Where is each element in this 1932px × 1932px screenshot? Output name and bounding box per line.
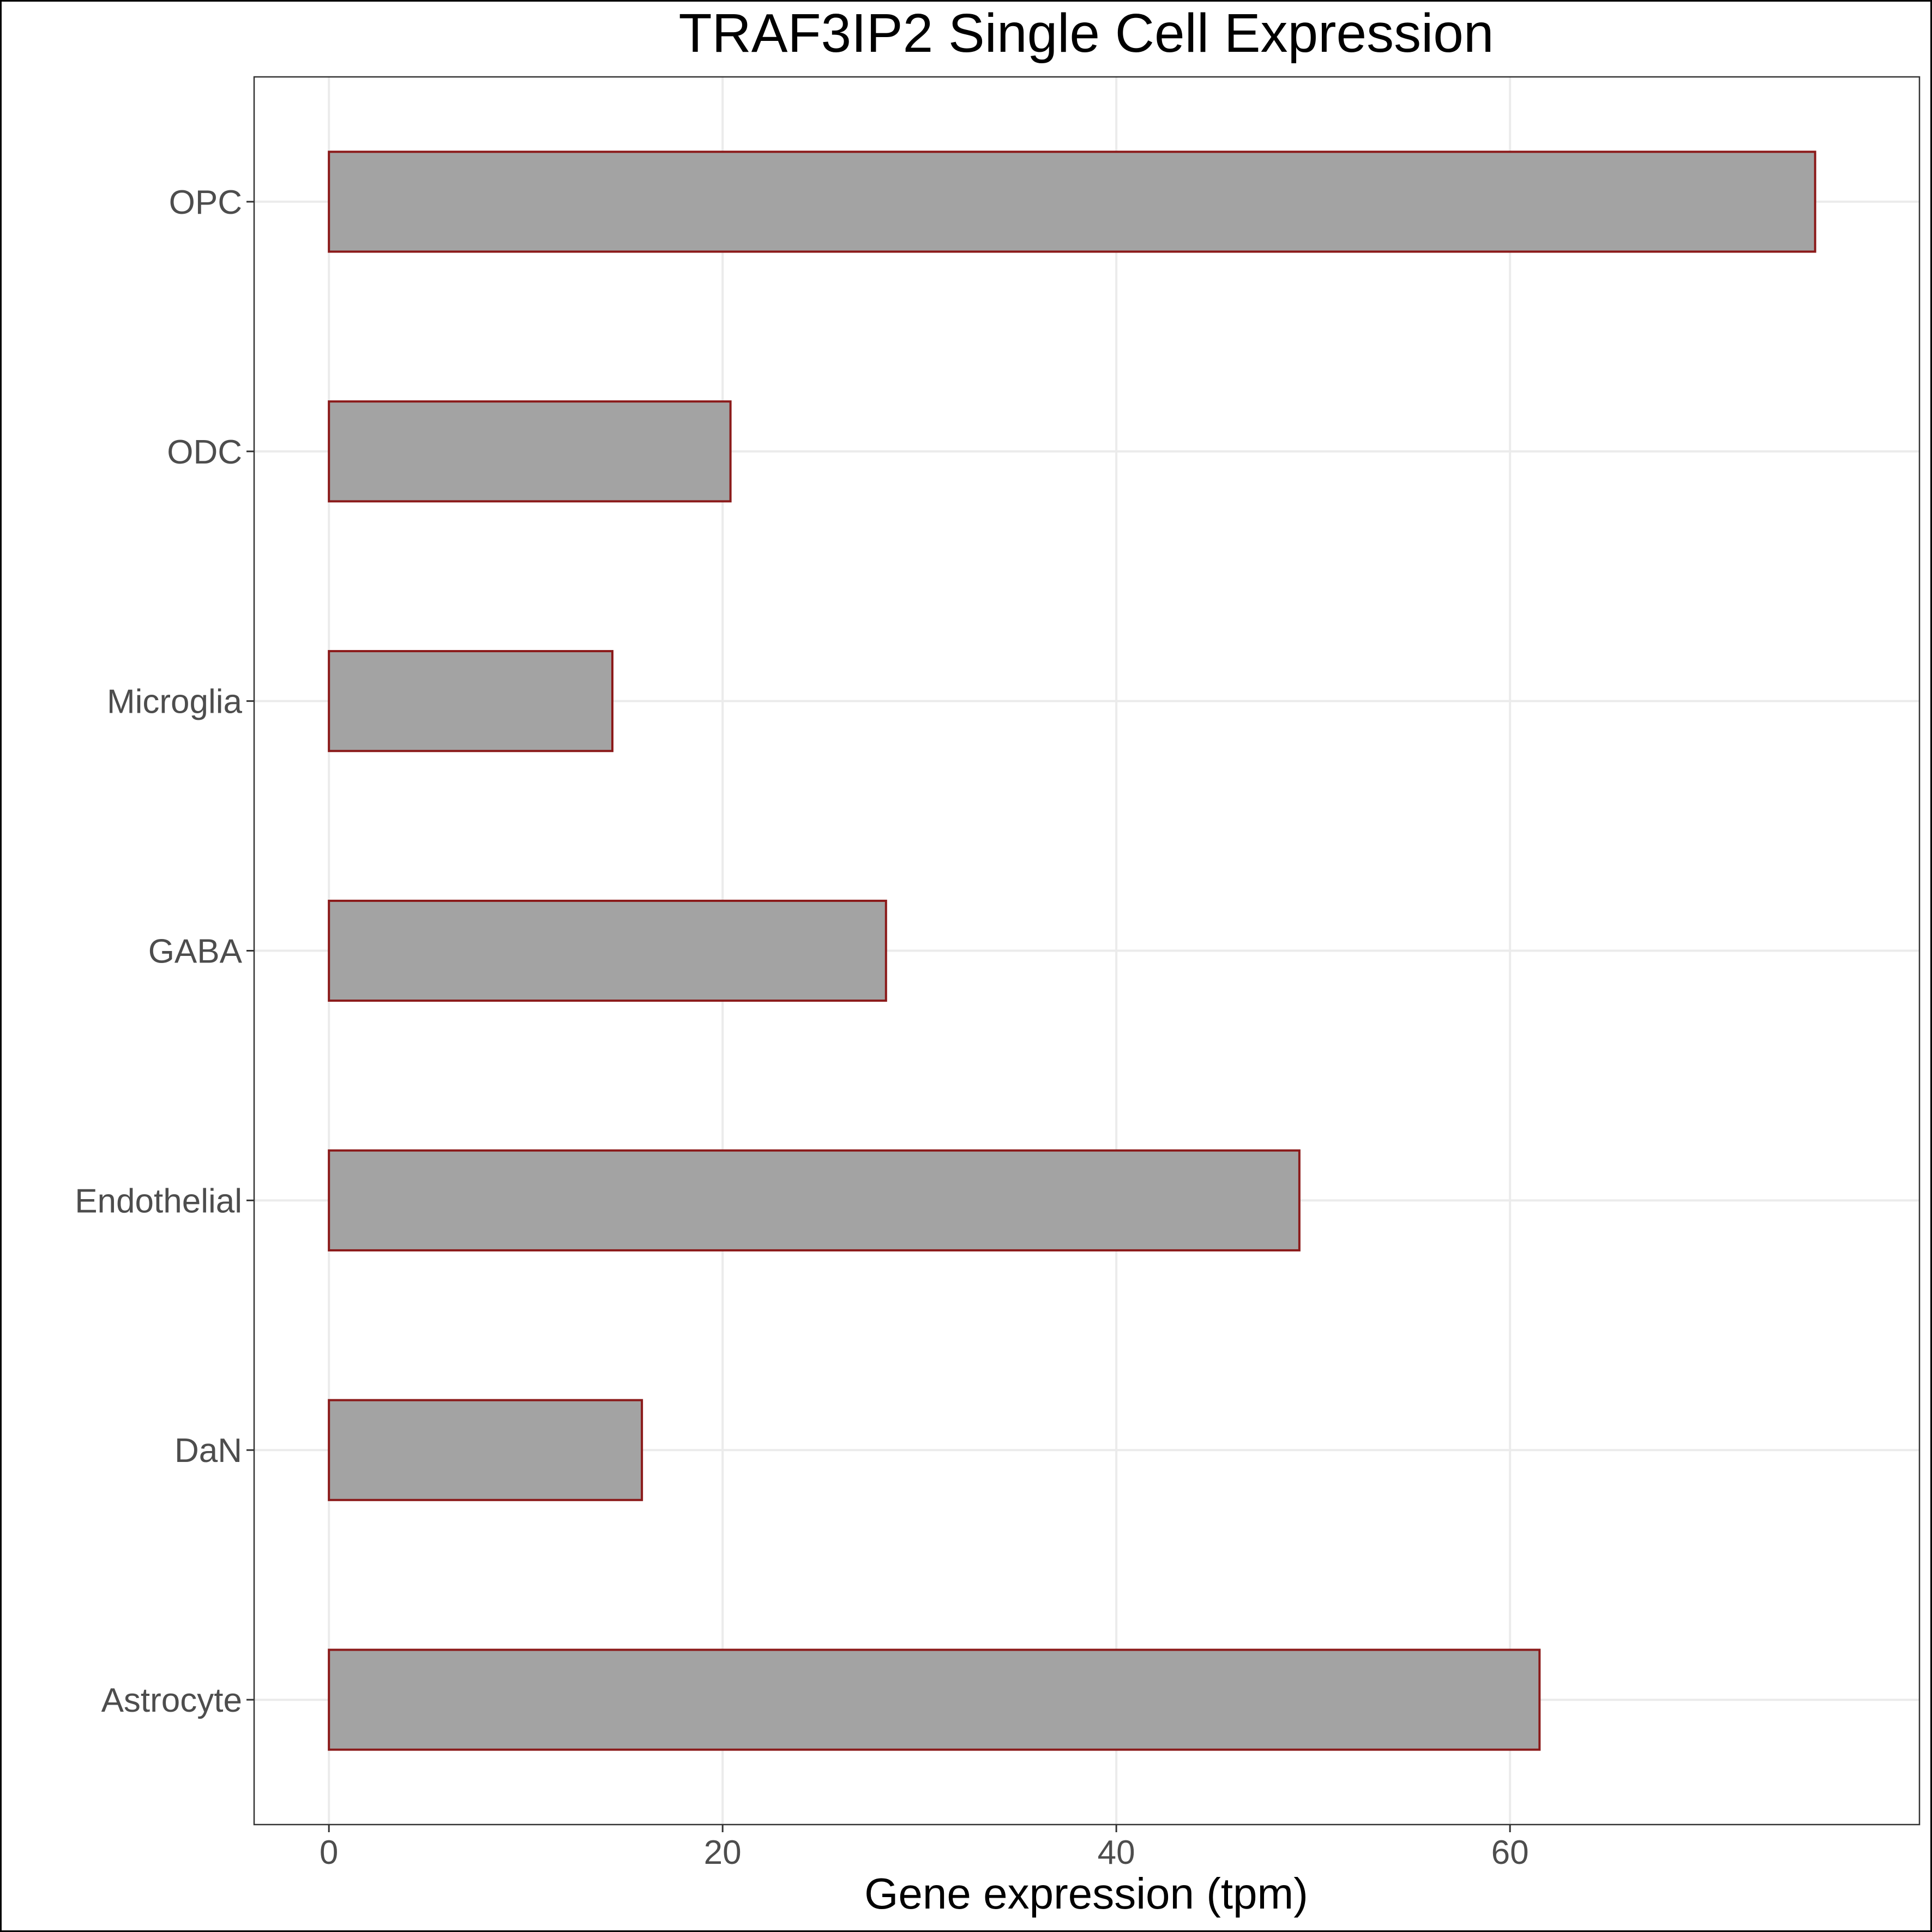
- bars: [328, 151, 1816, 1751]
- x-tick-label: 40: [1098, 1834, 1135, 1871]
- y-tick-label: Astrocyte: [101, 1682, 242, 1719]
- chart-title: TRAF3IP2 Single Cell Expression: [678, 3, 1494, 64]
- y-tick-label: Microglia: [107, 683, 243, 721]
- x-tick-label: 60: [1491, 1834, 1529, 1871]
- y-tick-label: DaN: [174, 1432, 242, 1470]
- x-tick-label: 0: [320, 1834, 338, 1871]
- bar-opc: [328, 151, 1816, 253]
- y-tick-label: GABA: [148, 933, 243, 971]
- y-tick-label: OPC: [169, 184, 242, 221]
- x-axis-ticks: 0 20 40 60: [320, 1825, 1529, 1871]
- x-axis-title: Gene expression (tpm): [864, 1869, 1308, 1918]
- x-tick-label: 20: [704, 1834, 742, 1871]
- bar-gaba: [328, 899, 887, 1002]
- y-tick-label: ODC: [167, 434, 242, 471]
- bar-dan: [328, 1399, 643, 1501]
- y-tick-label: Endothelial: [75, 1182, 242, 1220]
- bar-astrocyte: [328, 1648, 1541, 1751]
- bar-endothelial: [328, 1149, 1301, 1251]
- y-axis-ticks: Astrocyte DaN Endothelial GABA Microglia ODC O…: [75, 184, 254, 1719]
- bar-odc: [328, 400, 732, 503]
- bar-microglia: [328, 650, 614, 753]
